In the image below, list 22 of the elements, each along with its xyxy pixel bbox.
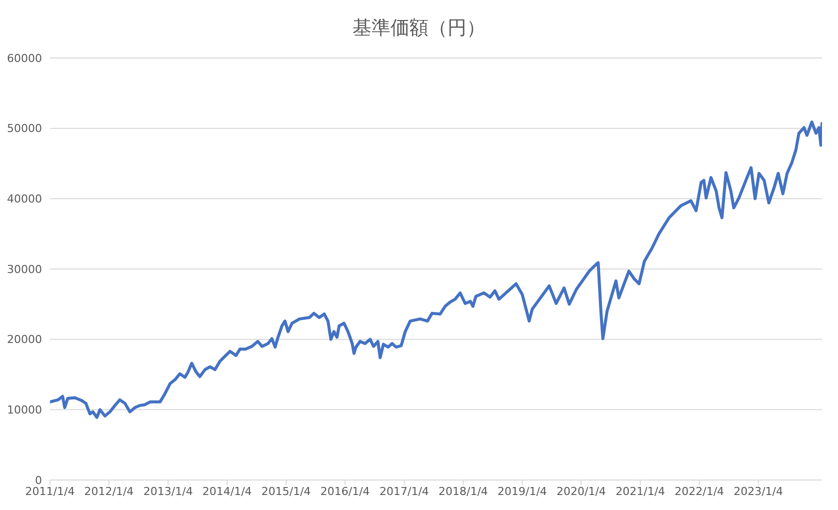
x-tick-label: 2021/1/4 [616,484,666,498]
x-tick-label: 2013/1/4 [143,484,193,498]
y-tick-label: 10000 [7,404,42,417]
x-tick-label: 2020/1/4 [556,484,606,498]
x-tick-label: 2014/1/4 [202,484,252,498]
y-tick-label: 60000 [7,52,42,65]
y-tick-label: 30000 [7,262,42,276]
y-tick-label: 20000 [7,333,42,346]
x-tick-label: 2016/1/4 [320,484,370,498]
line-series [50,120,822,419]
x-tick-label: 2019/1/4 [498,484,547,498]
x-tick-label: 2012/1/4 [84,484,134,498]
chart-title: 基準価額（円） [352,17,486,39]
x-tick-label: 2015/1/4 [261,484,311,498]
y-tick-label: 40000 [7,192,42,206]
x-tick-label: 2022/1/4 [674,484,724,498]
x-tick-label: 2023/1/4 [734,484,784,498]
x-tick-label: 2011/1/4 [25,484,75,498]
y-tick-label: 50000 [7,122,42,136]
x-tick-label: 2018/1/4 [438,484,488,498]
x-tick-label: 2017/1/4 [380,484,429,498]
y-tick-label: 0 [35,474,42,487]
